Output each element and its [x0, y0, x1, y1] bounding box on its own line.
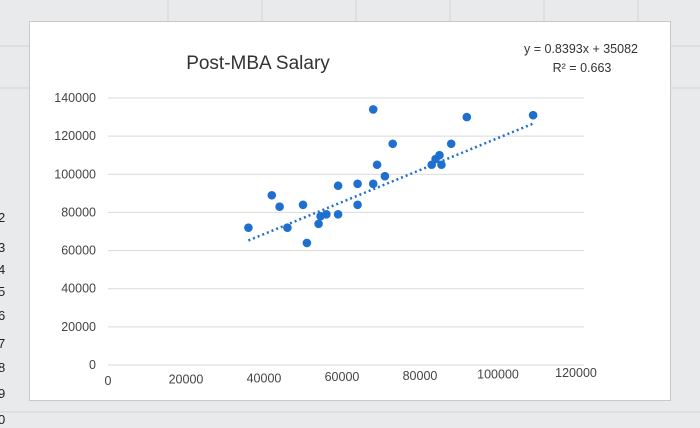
row-number[interactable]: 0 — [0, 412, 6, 427]
row-number[interactable]: 3 — [0, 240, 6, 255]
y-tick-label: 80000 — [61, 205, 96, 219]
scatter-point — [353, 179, 362, 189]
y-axis-tick-labels: 0 20000 40000 60000 80000 100000 120000 140000 — [54, 91, 96, 372]
row-number[interactable]: 8 — [0, 360, 6, 375]
scatter-point — [372, 160, 382, 170]
y-tick-label: 60000 — [61, 244, 96, 258]
y-tick-label: 0 — [89, 358, 96, 372]
scatter-point — [435, 150, 444, 160]
scatter-point — [314, 219, 323, 229]
x-tick-label: 80000 — [403, 369, 438, 383]
x-tick-label: 0 — [105, 374, 112, 388]
scatter-point — [462, 112, 472, 122]
scatter-point — [333, 210, 343, 219]
data-points — [244, 105, 538, 248]
row-number[interactable]: 4 — [0, 262, 6, 277]
scatter-point — [267, 190, 277, 200]
scatter-point — [528, 110, 538, 120]
scatter-point — [388, 139, 398, 149]
trendline-r-squared: R² = 0.663 — [553, 61, 612, 75]
x-tick-label: 100000 — [477, 368, 519, 382]
scatter-point — [446, 139, 456, 149]
x-tick-label: 40000 — [247, 371, 282, 385]
row-number[interactable]: 5 — [0, 284, 6, 299]
y-tick-label: 140000 — [54, 91, 96, 105]
y-tick-label: 100000 — [54, 167, 96, 181]
row-number[interactable]: 7 — [0, 336, 6, 351]
scatter-point — [333, 181, 343, 191]
row-number[interactable]: 9 — [0, 386, 6, 401]
chart-title: Post-MBA Salary — [186, 53, 330, 74]
scatter-point — [298, 200, 308, 210]
trendline — [247, 122, 534, 242]
gridlines — [108, 97, 584, 366]
scatter-point — [275, 202, 284, 212]
scatter-point — [302, 238, 312, 248]
scatter-point — [322, 210, 331, 219]
scatter-point — [380, 171, 390, 181]
row-number[interactable]: 6 — [0, 308, 6, 323]
x-tick-label: 20000 — [169, 373, 204, 387]
chart-container[interactable] — [30, 22, 670, 400]
scatter-point — [353, 200, 362, 210]
trendline-equation: y = 0.8393x + 35082 — [524, 42, 638, 56]
scatter-point — [368, 179, 378, 189]
row-number[interactable]: 2 — [0, 210, 6, 225]
scatter-point — [437, 160, 446, 170]
x-tick-label: 120000 — [555, 366, 597, 380]
y-tick-label: 20000 — [61, 320, 96, 334]
x-axis-tick-labels: 0 20000 40000 60000 80000 100000 120000 — [105, 366, 597, 388]
y-tick-label: 120000 — [54, 129, 96, 143]
scatter-point — [244, 223, 253, 232]
scatter-point — [368, 105, 378, 114]
x-tick-label: 60000 — [325, 370, 360, 384]
scatter-point — [283, 223, 292, 232]
y-tick-label: 40000 — [61, 282, 96, 296]
